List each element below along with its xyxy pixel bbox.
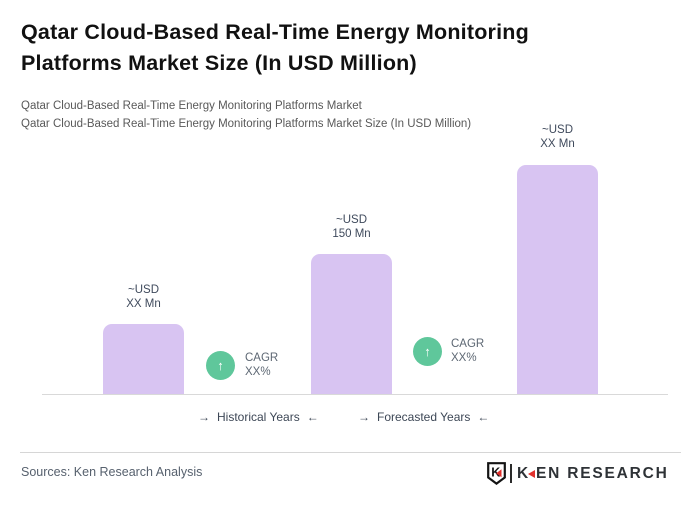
ken-research-shield-icon: K: [487, 462, 506, 485]
arrow-up-icon: ↑: [217, 358, 224, 373]
bar-year-1: [103, 324, 184, 394]
arrow-right-icon: →: [358, 410, 370, 424]
arrow-right-icon: →: [198, 410, 210, 424]
page-title-line-1: Qatar Cloud-Based Real-Time Energy Monit…: [21, 20, 529, 44]
logo-wordmark: K EN RESEARCH: [517, 465, 669, 483]
legend-forecasted-years: → Forecasted Years ←: [358, 409, 489, 426]
bar-year-2: [311, 254, 392, 394]
page-title: Qatar Cloud-Based Real-Time Energy Monit…: [21, 17, 681, 79]
bar-value-label-3: ~USD XX Mn: [498, 123, 618, 151]
cagr-label: CAGR: [245, 352, 279, 364]
footer-divider: [20, 452, 681, 453]
bar-year-3: [517, 165, 598, 394]
arrow-left-icon: ←: [477, 410, 490, 424]
svg-text:K: K: [491, 466, 500, 480]
bar-value-label-3-line-1: ~USD: [542, 124, 573, 136]
bar-value-label-1-line-1: ~USD: [128, 284, 159, 296]
sources-text: Sources: Ken Research Analysis: [21, 465, 203, 479]
subtitle: Qatar Cloud-Based Real-Time Energy Monit…: [21, 97, 471, 133]
cagr-badge-text-1: CAGR XX%: [245, 351, 278, 379]
cagr-badge-circle-1: ↑: [206, 351, 235, 380]
bar-value-label-2: ~USD 150 Mn: [292, 213, 412, 241]
bar-value-label-2-line-2: 150 Mn: [332, 228, 371, 240]
bar-value-label-1: ~USD XX Mn: [84, 283, 204, 311]
bar-value-label-2-line-1: ~USD: [336, 214, 367, 226]
bar-value-label-1-line-2: XX Mn: [126, 298, 161, 310]
arrow-left-icon: ←: [306, 410, 319, 424]
subtitle-line-2: Qatar Cloud-Based Real-Time Energy Monit…: [21, 118, 472, 130]
red-triangle-icon: [528, 470, 535, 478]
legend-forecasted-label: Forecasted Years: [377, 410, 471, 424]
logo-letter-k: K: [517, 464, 530, 482]
bar-value-label-3-line-2: XX Mn: [540, 138, 575, 150]
red-triangle-icon: [496, 469, 502, 478]
subtitle-line-1: Qatar Cloud-Based Real-Time Energy Monit…: [21, 100, 362, 112]
cagr-value: XX%: [451, 352, 477, 364]
arrow-up-icon: ↑: [424, 344, 431, 359]
legend-historical-years: → Historical Years ←: [198, 409, 319, 426]
x-axis-line: [42, 394, 668, 395]
page-title-line-2: Platforms Market Size (In USD Million): [21, 51, 417, 75]
ken-research-logo: K K EN RESEARCH: [487, 461, 669, 486]
logo-text-rest: EN RESEARCH: [536, 464, 669, 482]
legend-historical-label: Historical Years: [217, 410, 300, 424]
cagr-label: CAGR: [451, 338, 485, 350]
cagr-badge-circle-2: ↑: [413, 337, 442, 366]
cagr-badge-text-2: CAGR XX%: [451, 337, 484, 365]
cagr-value: XX%: [245, 366, 271, 378]
logo-separator: [510, 464, 512, 483]
